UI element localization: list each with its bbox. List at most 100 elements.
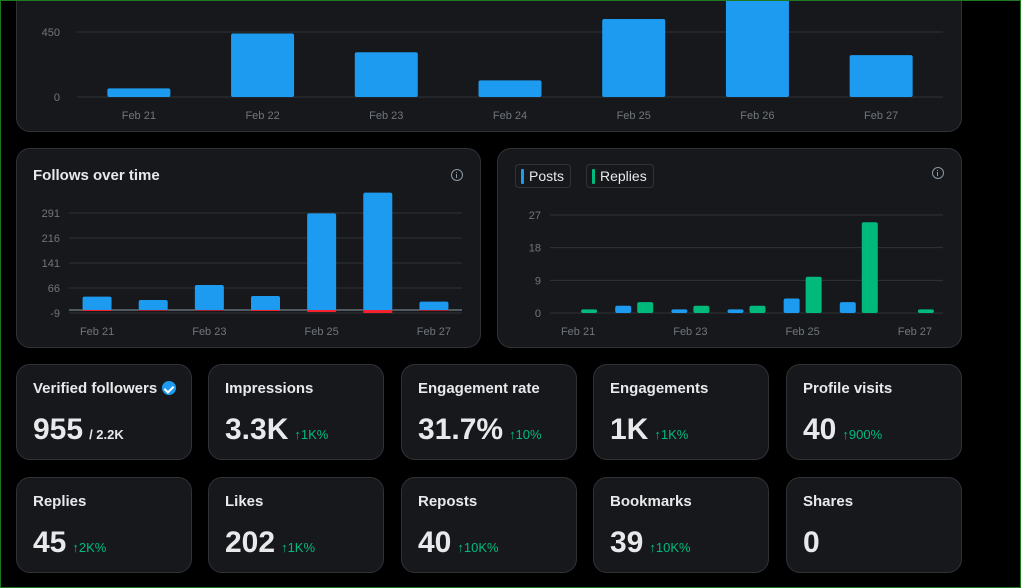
x-tick-label: Feb 24 xyxy=(493,110,527,122)
bar xyxy=(354,52,418,97)
metric-engagement-rate[interactable]: Engagement rate 31.7% ↑10% xyxy=(401,364,577,460)
metric-label: Reposts xyxy=(418,493,478,510)
metric-delta-value: 1K% xyxy=(300,427,329,442)
follows-chart-title: Follows over time xyxy=(33,167,160,184)
x-tick-label: Feb 23 xyxy=(673,326,707,338)
y-tick-label: 0 xyxy=(54,92,60,104)
posts-bar xyxy=(671,309,688,313)
replies-bar xyxy=(693,305,710,313)
x-tick-label: Feb 21 xyxy=(80,326,114,338)
legend-replies[interactable]: Replies xyxy=(586,164,654,188)
x-tick-label: Feb 21 xyxy=(561,326,595,338)
up-arrow-icon: ↑ xyxy=(649,540,656,555)
up-arrow-icon: ↑ xyxy=(842,427,849,442)
loss-bar xyxy=(251,310,280,311)
metric-label: Bookmarks xyxy=(610,493,692,510)
metric-value-row: 40 ↑10K% xyxy=(418,526,499,560)
metric-delta-value: 10K% xyxy=(655,540,691,555)
metric-value: 40 xyxy=(803,413,837,446)
x-tick-label: Feb 27 xyxy=(417,326,451,338)
gain-bar xyxy=(82,296,112,310)
metric-label: Engagements xyxy=(610,380,709,397)
metric-label: Profile visits xyxy=(803,380,893,397)
metric-replies[interactable]: Replies 45 ↑2K% xyxy=(16,477,192,573)
y-tick-label: 18 xyxy=(529,243,541,255)
loss-bar xyxy=(419,310,449,311)
metric-value-row: 45 ↑2K% xyxy=(33,526,106,560)
replies-bar xyxy=(581,309,598,313)
metric-value-row: 1K ↑1K% xyxy=(610,413,688,447)
x-tick-label: Feb 25 xyxy=(617,110,651,122)
y-tick-label: 66 xyxy=(48,283,60,295)
info-icon[interactable] xyxy=(932,167,944,179)
x-tick-label: Feb 27 xyxy=(864,110,898,122)
metric-value: 1K xyxy=(610,413,649,446)
posts-bar xyxy=(615,305,632,313)
y-tick-label: 9 xyxy=(535,275,541,287)
posts-bar xyxy=(727,309,744,313)
loss-bar xyxy=(82,310,112,311)
metric-delta: ↑1K% xyxy=(654,427,688,442)
metric-value: 40 xyxy=(418,526,452,559)
metric-engagements[interactable]: Engagements 1K ↑1K% xyxy=(593,364,769,460)
y-tick-label: 0 xyxy=(535,308,541,320)
metric-delta-value: 10% xyxy=(515,427,542,442)
up-arrow-icon: ↑ xyxy=(294,427,301,442)
x-tick-label: Feb 25 xyxy=(786,326,820,338)
metric-value-row: 202 ↑1K% xyxy=(225,526,315,560)
metric-profile-visits[interactable]: Profile visits 40 ↑900% xyxy=(786,364,962,460)
x-tick-label: Feb 23 xyxy=(369,110,403,122)
metric-delta-value: 900% xyxy=(848,427,883,442)
gain-bar xyxy=(251,296,280,310)
metric-delta-value: 2K% xyxy=(78,540,107,555)
metric-impressions[interactable]: Impressions 3.3K ↑1K% xyxy=(208,364,384,460)
x-tick-label: Feb 22 xyxy=(245,110,279,122)
y-tick-label: -9 xyxy=(50,308,60,320)
y-tick-label: 291 xyxy=(42,208,60,220)
metric-delta: ↑1K% xyxy=(294,427,328,442)
posts-replies-chart-card: Posts Replies 27 18 9 0 Feb 21 Feb 23 Feb 25 Fe… xyxy=(497,148,962,348)
bar xyxy=(849,55,913,97)
gain-bar xyxy=(138,300,168,310)
loss-bar xyxy=(194,310,224,311)
metric-shares[interactable]: Shares 0 xyxy=(786,477,962,573)
gain-bar xyxy=(307,213,337,310)
metric-delta: ↑10% xyxy=(509,427,542,442)
bar xyxy=(725,0,789,97)
x-tick-label: Feb 27 xyxy=(898,326,932,338)
analytics-page: 450 0 Feb 21 Feb 22 Feb 23 Feb 24 Feb 25 Feb 26… xyxy=(0,0,977,588)
legend-posts-label: Posts xyxy=(529,168,565,184)
metric-label: Impressions xyxy=(225,380,314,397)
x-tick-label: Feb 21 xyxy=(122,110,156,122)
replies-bar xyxy=(917,309,934,313)
metric-value: 0 xyxy=(803,526,820,559)
legend-posts[interactable]: Posts xyxy=(515,164,572,188)
metric-delta-value: 1K% xyxy=(660,427,689,442)
x-tick-label: Feb 26 xyxy=(740,110,774,122)
loss-bar xyxy=(363,310,393,313)
metric-value-row: 31.7% ↑10% xyxy=(418,413,542,447)
y-tick-label: 141 xyxy=(42,258,60,270)
gain-bar xyxy=(419,301,449,310)
metric-label: Verified followers xyxy=(33,380,177,397)
metric-bookmarks[interactable]: Bookmarks 39 ↑10K% xyxy=(593,477,769,573)
metric-likes[interactable]: Likes 202 ↑1K% xyxy=(208,477,384,573)
loss-bar xyxy=(307,310,337,312)
metric-reposts[interactable]: Reposts 40 ↑10K% xyxy=(401,477,577,573)
gain-bar xyxy=(363,192,393,310)
metric-value: 31.7% xyxy=(418,413,504,446)
metric-total: / 2.2K xyxy=(89,427,124,442)
metric-value-row: 0 xyxy=(803,526,820,560)
metric-delta: ↑1K% xyxy=(281,540,315,555)
metric-delta: ↑10K% xyxy=(649,540,690,555)
metric-label: Replies xyxy=(33,493,87,510)
posts-replies-chart: 27 18 9 0 Feb 21 Feb 23 Feb 25 Feb 27 xyxy=(529,210,943,338)
metric-delta-value: 1K% xyxy=(287,540,316,555)
scrollbar-gutter xyxy=(977,0,1019,588)
metric-value: 202 xyxy=(225,526,276,559)
x-tick-label: Feb 25 xyxy=(305,326,339,338)
metric-verified-followers[interactable]: Verified followers 955 / 2.2K xyxy=(16,364,192,460)
info-icon[interactable] xyxy=(451,169,463,181)
x-tick-label: Feb 23 xyxy=(192,326,226,338)
metric-value: 3.3K xyxy=(225,413,289,446)
